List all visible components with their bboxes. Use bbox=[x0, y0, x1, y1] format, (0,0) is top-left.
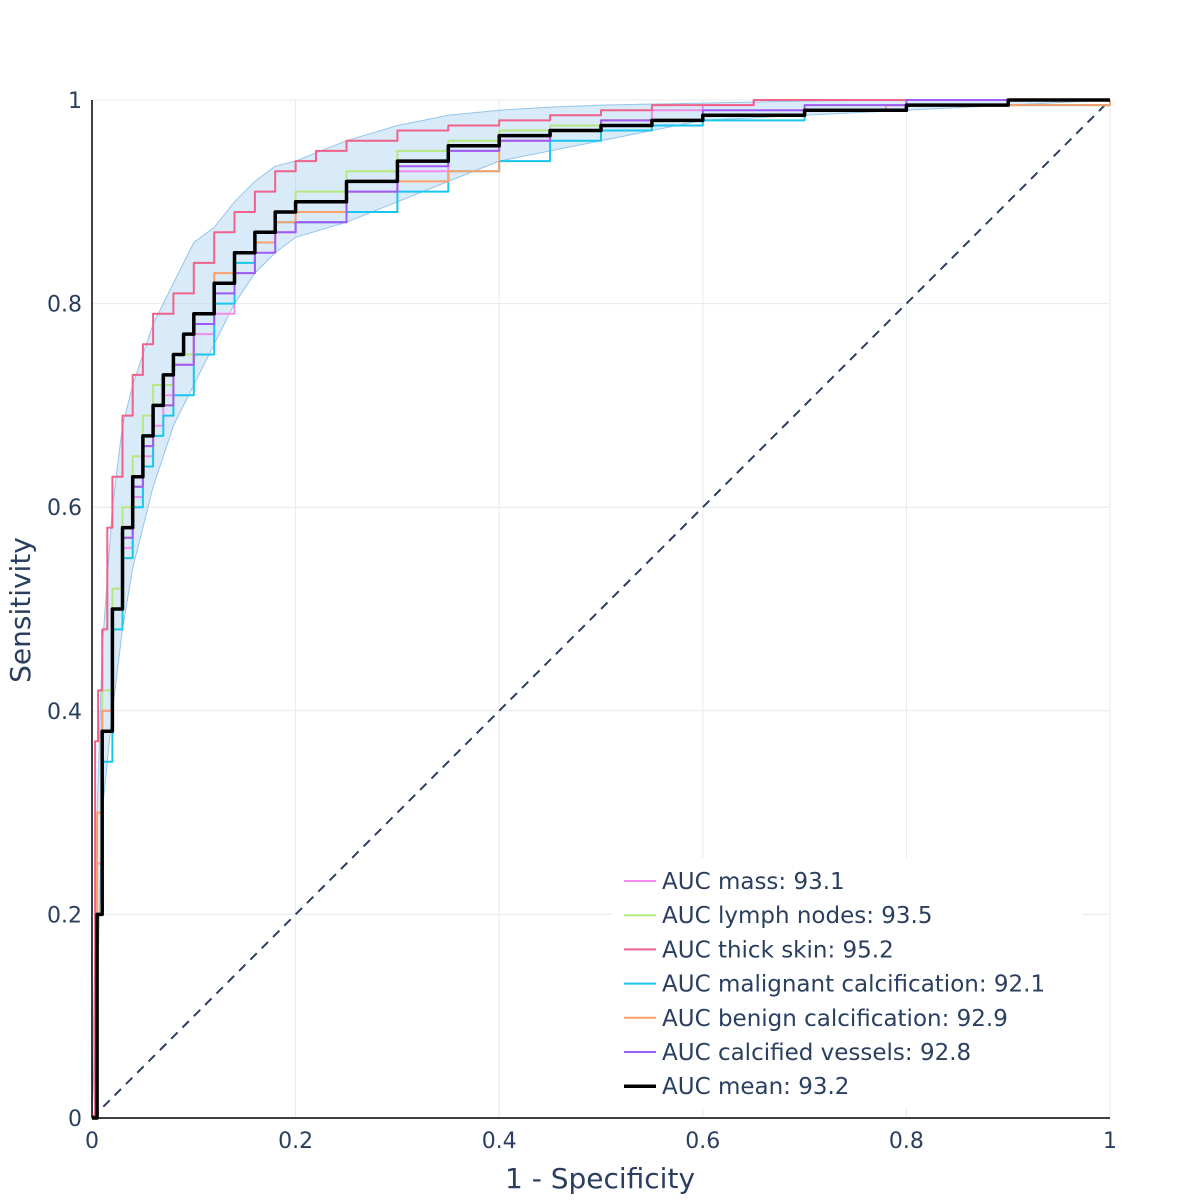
legend-label-7: AUC mean: 93.2 bbox=[662, 1074, 849, 1100]
x-tick-label: 0.4 bbox=[482, 1129, 517, 1154]
legend-background bbox=[612, 858, 1082, 1108]
series-line-3 bbox=[92, 99, 1110, 1119]
axes bbox=[91, 100, 1110, 1119]
legend-label-3: AUC thick skin: 95.2 bbox=[662, 937, 894, 963]
legend-label-2: AUC lymph nodes: 93.5 bbox=[662, 903, 933, 929]
x-axis-title: 1 - Specificity bbox=[505, 1162, 695, 1195]
y-tick-label: 0 bbox=[68, 1107, 82, 1132]
legend-label-6: AUC calcified vessels: 92.8 bbox=[662, 1040, 971, 1066]
x-tick-label: 0.8 bbox=[889, 1129, 924, 1154]
series-lines bbox=[91, 98, 1111, 1120]
x-tick-label: 0 bbox=[85, 1129, 99, 1154]
x-tick-label: 0.2 bbox=[278, 1129, 313, 1154]
x-tick-label: 0.6 bbox=[685, 1129, 720, 1154]
y-tick-label: 0.2 bbox=[47, 903, 82, 928]
series-line-7 bbox=[92, 98, 1110, 1120]
y-axis-title: Sensitivity bbox=[4, 537, 37, 683]
tick-labels: 0 0.2 0.4 0.6 0.8 1 0 0.2 0.4 0.6 0.8 1 bbox=[47, 89, 1117, 1154]
y-tick-label: 0.6 bbox=[47, 496, 82, 521]
y-tick-label: 0.8 bbox=[47, 293, 82, 318]
legend-label-1: AUC mass: 93.1 bbox=[662, 869, 845, 895]
legend: AUC mass: 93.1 AUC lymph nodes: 93.5 AUC t… bbox=[612, 858, 1082, 1108]
x-tick-label: 1 bbox=[1103, 1129, 1117, 1154]
legend-label-5: AUC benign calcification: 92.9 bbox=[662, 1006, 1008, 1032]
legend-label-4: AUC malignant calcification: 92.1 bbox=[662, 972, 1045, 998]
y-tick-label: 0.4 bbox=[47, 700, 82, 725]
y-tick-label: 1 bbox=[68, 89, 82, 114]
